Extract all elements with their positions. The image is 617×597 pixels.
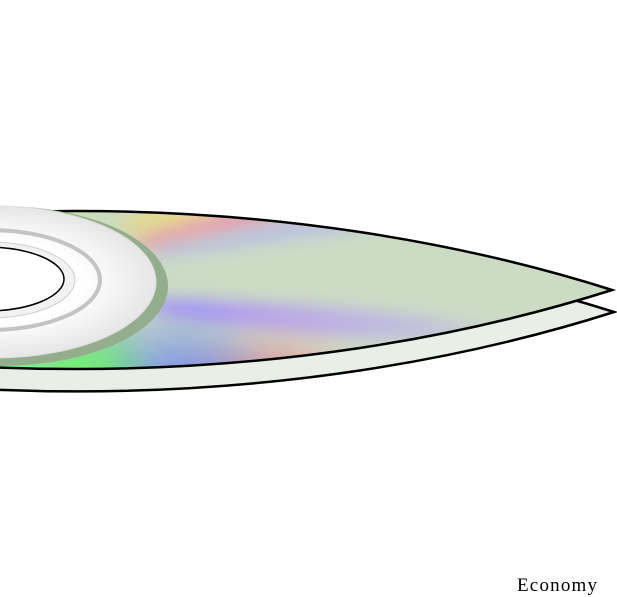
disc-outline [0,209,617,371]
caption-label: Economy [517,575,599,596]
disc-hub [0,205,168,366]
